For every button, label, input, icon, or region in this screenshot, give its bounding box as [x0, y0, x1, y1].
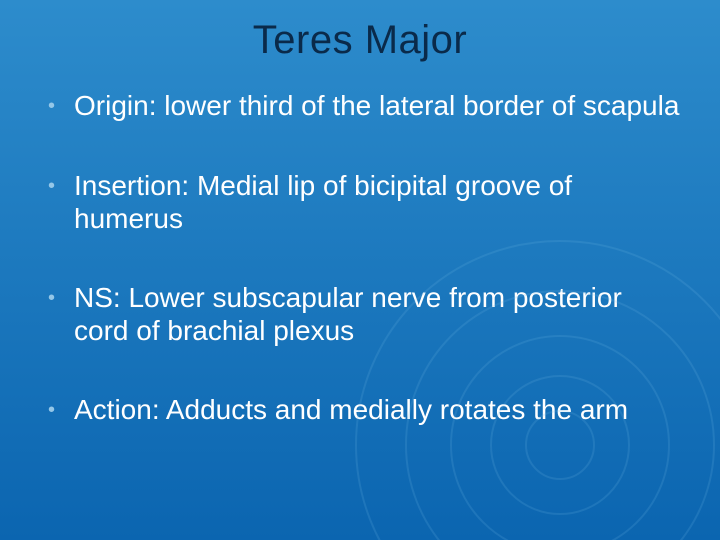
bullet-icon: • — [46, 89, 74, 123]
bullet-icon: • — [46, 393, 74, 427]
slide-body: • Origin: lower third of the lateral bor… — [40, 89, 680, 427]
list-item-text: NS: Lower subscapular nerve from posteri… — [74, 281, 680, 347]
list-item: • Insertion: Medial lip of bicipital gro… — [46, 169, 680, 235]
list-item-text: Origin: lower third of the lateral borde… — [74, 89, 680, 122]
list-item: • NS: Lower subscapular nerve from poste… — [46, 281, 680, 347]
list-item: • Origin: lower third of the lateral bor… — [46, 89, 680, 123]
bullet-icon: • — [46, 169, 74, 203]
list-item: • Action: Adducts and medially rotates t… — [46, 393, 680, 427]
list-item-text: Action: Adducts and medially rotates the… — [74, 393, 680, 426]
slide: Teres Major • Origin: lower third of the… — [0, 0, 720, 540]
bullet-icon: • — [46, 281, 74, 315]
list-item-text: Insertion: Medial lip of bicipital groov… — [74, 169, 680, 235]
slide-title: Teres Major — [40, 18, 680, 63]
